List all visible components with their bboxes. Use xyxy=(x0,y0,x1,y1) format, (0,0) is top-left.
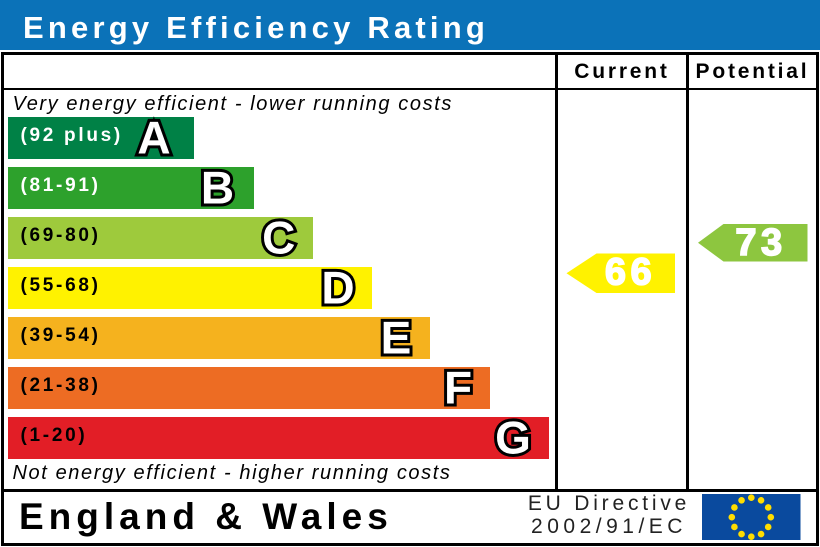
svg-text:66: 66 xyxy=(605,252,656,294)
svg-text:73: 73 xyxy=(735,222,786,264)
